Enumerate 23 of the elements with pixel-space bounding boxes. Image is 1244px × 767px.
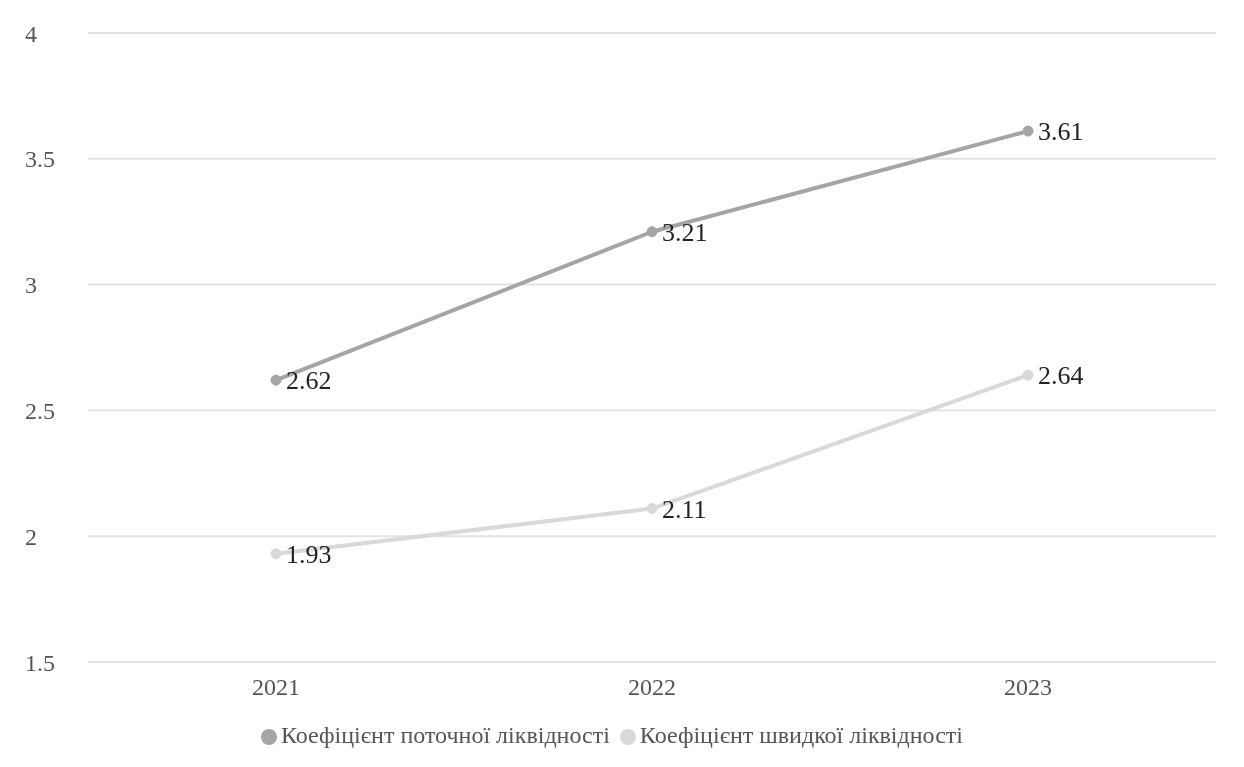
y-tick-label: 4 [25, 20, 37, 47]
y-tick-label: 3.5 [25, 146, 55, 173]
y-tick-label: 2 [25, 523, 37, 550]
point [1022, 125, 1034, 137]
legend-label: Коефіцієнт поточної ліквідності [281, 722, 610, 748]
data-label: 2.64 [1038, 361, 1084, 391]
point [646, 226, 658, 238]
data-label: 2.62 [286, 366, 332, 396]
y-tick-label: 2.5 [25, 397, 55, 424]
x-tick-label: 2021 [252, 674, 300, 701]
point [270, 548, 282, 560]
data-label: 3.21 [662, 217, 708, 247]
x-tick-label: 2023 [1004, 674, 1052, 701]
point [270, 374, 282, 386]
point [646, 503, 658, 515]
x-tick-label: 2022 [628, 674, 676, 701]
point [1022, 369, 1034, 381]
y-tick-label: 1.5 [25, 649, 55, 676]
y-tick-label: 3 [25, 272, 37, 299]
data-label: 3.61 [1038, 117, 1084, 147]
legend-label: Коефіцієнт швидкої ліквідності [639, 722, 963, 748]
data-label: 1.93 [286, 540, 332, 570]
data-label: 2.11 [662, 494, 707, 524]
